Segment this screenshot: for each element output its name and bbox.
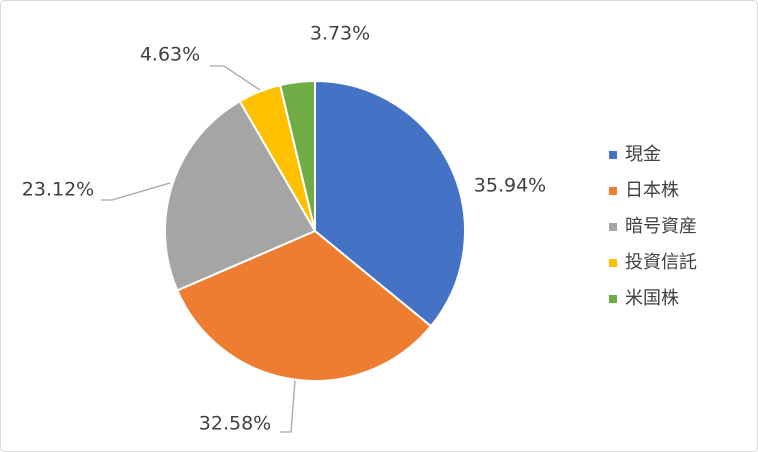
- legend-swatch: [609, 295, 617, 303]
- data-label: 3.73%: [310, 23, 370, 45]
- leader-line: [101, 182, 171, 201]
- legend-swatch: [609, 223, 617, 231]
- leader-line: [210, 65, 261, 91]
- leader-line: [280, 379, 296, 433]
- legend-swatch: [609, 151, 617, 159]
- data-label: 4.63%: [140, 44, 200, 66]
- pie-slice: [164, 99, 317, 292]
- legend-label: 米国株: [625, 288, 679, 309]
- pie-slice: [278, 79, 316, 232]
- legend-swatch: [609, 259, 617, 267]
- legend-label: 現金: [625, 144, 661, 165]
- pie-slice: [314, 79, 466, 328]
- legend-label: 日本株: [625, 180, 679, 201]
- legend-label: 投資信託: [625, 252, 697, 273]
- legend-label: 暗号資産: [625, 216, 697, 237]
- data-label: 35.94%: [474, 175, 546, 197]
- leader-lines: [101, 65, 296, 433]
- legend-swatch: [609, 187, 617, 195]
- data-label: 23.12%: [22, 179, 94, 201]
- pie-slice: [175, 229, 433, 382]
- data-label: 32.58%: [199, 413, 271, 435]
